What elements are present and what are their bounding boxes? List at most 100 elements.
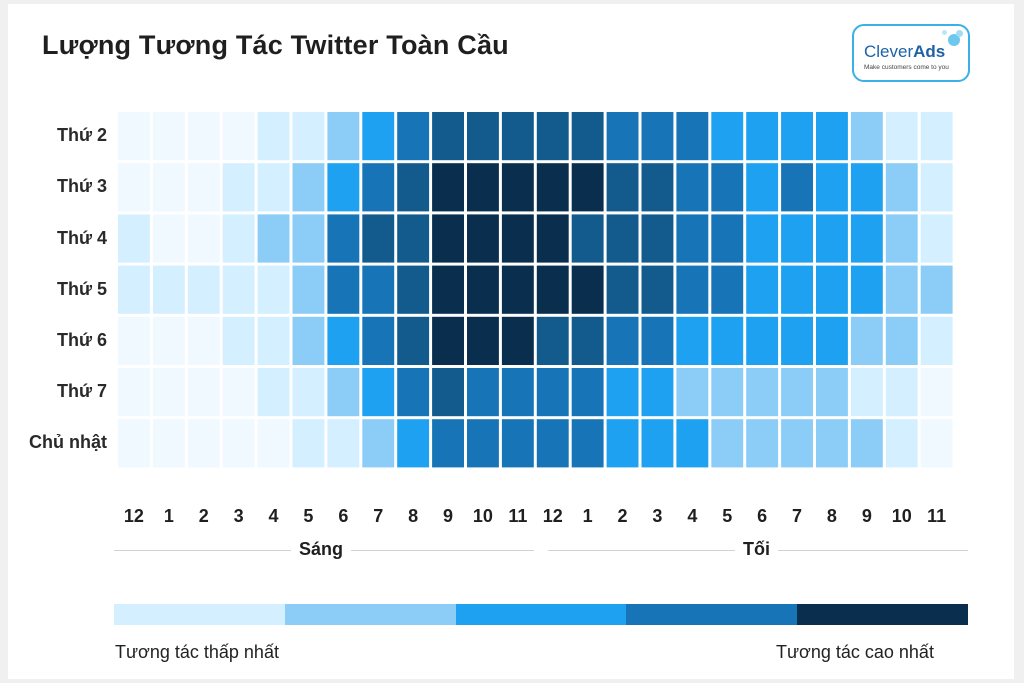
heatmap-cell xyxy=(571,163,604,212)
heatmap-cell xyxy=(606,316,639,365)
heatmap-cell xyxy=(187,112,220,161)
heatmap-cell xyxy=(501,368,534,417)
heatmap-cell xyxy=(711,163,744,212)
heatmap-cell xyxy=(816,112,848,161)
heatmap-cell xyxy=(571,265,604,314)
heatmap-cell xyxy=(781,316,813,365)
heatmap-cell xyxy=(397,163,430,212)
hour-label: 4 xyxy=(268,506,279,526)
row-label: Thứ 7 xyxy=(56,381,107,402)
heatmap-cell xyxy=(327,265,360,314)
heatmap-cell xyxy=(781,214,813,263)
heatmap-cell xyxy=(816,163,848,212)
heatmap-cell xyxy=(746,163,779,212)
heatmap-cell xyxy=(467,163,499,212)
heatmap-cell xyxy=(152,112,185,161)
heatmap-cell xyxy=(501,112,534,161)
hour-label: 8 xyxy=(826,506,837,526)
heatmap-cell xyxy=(885,112,918,161)
heatmap-cell xyxy=(885,368,918,417)
heatmap-cell xyxy=(746,419,779,468)
heatmap-cell xyxy=(850,316,883,365)
legend-high-label: Tương tác cao nhất xyxy=(776,642,934,662)
heatmap-cell xyxy=(920,265,953,314)
heatmap-cell xyxy=(711,214,744,263)
hour-label: 10 xyxy=(472,506,493,526)
heatmap-cell xyxy=(257,163,290,212)
heatmap-cell xyxy=(606,214,639,263)
hour-label: 7 xyxy=(792,506,803,526)
clever-ads-logo: CleverAds Make customers come to you xyxy=(852,24,970,82)
heatmap-cell xyxy=(676,368,709,417)
logo-bubble-icon xyxy=(956,30,963,37)
heatmap-cell xyxy=(118,265,150,314)
heatmap-cell xyxy=(781,368,813,417)
heatmap-cell xyxy=(467,112,499,161)
heatmap-cell xyxy=(257,368,290,417)
heatmap-cell xyxy=(327,368,360,417)
heatmap-cell xyxy=(327,316,360,365)
heatmap-cell xyxy=(711,112,744,161)
heatmap-cell xyxy=(816,265,848,314)
hour-label: 3 xyxy=(652,506,663,526)
hour-label: 11 xyxy=(927,506,947,526)
heatmap-cell xyxy=(467,419,499,468)
heatmap-cell xyxy=(118,316,150,365)
heatmap-cell xyxy=(536,112,569,161)
hour-label: 5 xyxy=(722,506,733,526)
heatmap-cell xyxy=(781,265,813,314)
heatmap-cell xyxy=(676,265,709,314)
heatmap-cell xyxy=(536,163,569,212)
hour-label: 11 xyxy=(508,506,528,526)
heatmap-cell xyxy=(257,112,290,161)
heatmap-cell xyxy=(257,419,290,468)
heatmap-cell xyxy=(292,368,325,417)
heatmap-cell xyxy=(257,214,290,263)
heatmap-cell xyxy=(711,265,744,314)
heatmap-cell xyxy=(292,112,325,161)
heatmap-cell xyxy=(222,163,255,212)
heatmap-cell xyxy=(536,316,569,365)
heatmap-cell xyxy=(816,419,848,468)
heatmap-cell xyxy=(152,265,185,314)
heatmap-cell xyxy=(362,214,395,263)
heatmap-cell xyxy=(885,419,918,468)
heatmap-cell xyxy=(501,316,534,365)
logo-bubble-icon xyxy=(948,34,960,46)
heatmap-cell xyxy=(781,163,813,212)
heatmap-cell xyxy=(885,265,918,314)
logo-bubble-icon xyxy=(942,30,947,35)
heatmap-cell xyxy=(362,316,395,365)
heatmap-cell xyxy=(641,368,674,417)
heatmap-cell xyxy=(641,112,674,161)
heatmap-cell xyxy=(850,419,883,468)
heatmap-cell xyxy=(641,265,674,314)
hour-label: 7 xyxy=(373,506,384,526)
heatmap-cell xyxy=(432,214,464,263)
hour-label: 8 xyxy=(408,506,419,526)
heatmap-cell xyxy=(467,368,499,417)
heatmap-cell xyxy=(571,112,604,161)
heatmap-cell xyxy=(850,112,883,161)
legend-segment xyxy=(797,604,968,625)
heatmap-cell xyxy=(641,419,674,468)
heatmap-cell xyxy=(327,419,360,468)
heatmap-cell xyxy=(501,163,534,212)
heatmap-cell xyxy=(397,112,430,161)
heatmap-cell xyxy=(746,368,779,417)
hour-label: 9 xyxy=(861,506,872,526)
row-label: Thứ 6 xyxy=(56,329,107,350)
hour-label: 3 xyxy=(233,506,244,526)
row-label: Thứ 3 xyxy=(56,176,107,197)
heatmap-cell xyxy=(292,265,325,314)
heatmap-cell xyxy=(292,419,325,468)
heatmap-cell xyxy=(467,316,499,365)
heatmap-cell xyxy=(432,163,464,212)
heatmap-cell xyxy=(850,368,883,417)
heatmap-cell xyxy=(816,316,848,365)
heatmap-cell xyxy=(397,316,430,365)
heatmap-cell xyxy=(257,265,290,314)
heatmap-cell xyxy=(118,112,150,161)
hour-label: 9 xyxy=(443,506,454,526)
